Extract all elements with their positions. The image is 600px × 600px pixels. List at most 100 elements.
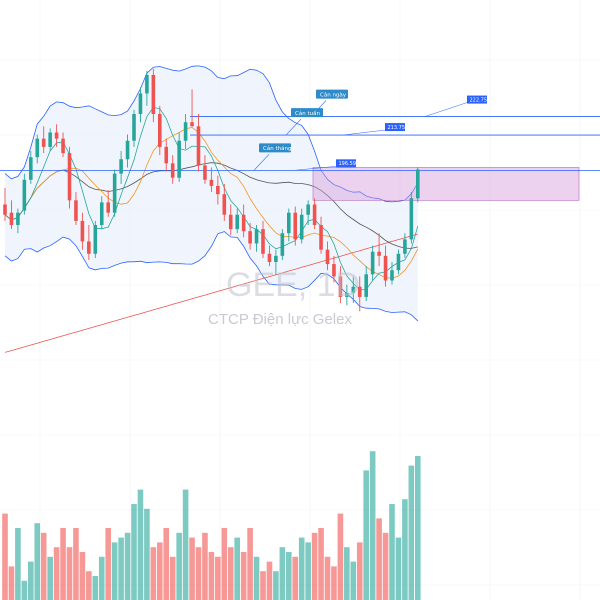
price-tag [467,95,487,104]
bollinger-lower-line [4,231,419,322]
candle [351,276,356,304]
candle [299,208,304,244]
candle [170,155,175,184]
candles [3,68,420,312]
price-tag [385,123,405,132]
volume-bar [163,528,170,600]
candle [190,89,194,127]
label-pointer [253,154,270,171]
resistance-label: Cản tuần [295,109,320,117]
candle [177,132,181,182]
volume-bar [131,504,137,600]
volume-bar [369,451,376,600]
ma-short-line [4,106,419,291]
ma-long-line [4,162,418,249]
candle [338,266,343,304]
volume-bar [182,489,189,600]
candle [119,151,123,184]
candle [409,192,414,244]
candle [158,105,162,156]
volume-bar [66,547,73,600]
volume-bar [21,580,28,600]
candle [209,167,214,193]
volume-bar [292,556,299,600]
candle [235,208,239,234]
candle [241,204,246,238]
volume-bar [208,552,215,600]
candle [370,245,375,281]
candle [48,128,52,151]
candle [112,169,117,217]
candle [87,225,91,260]
watermark-ticker: GEE, 1D [226,266,360,304]
volume-bar [415,456,421,600]
volume-bar [105,528,111,600]
volume-bar [28,561,34,600]
volume-bar [157,542,163,600]
candle [216,175,220,205]
volume-bar [273,571,279,600]
volume-bar [298,537,305,600]
price-tag-value: 213.75 [388,125,406,131]
candle [383,245,388,287]
volume-bar [344,547,350,600]
volume-bar [221,528,228,600]
volume-bar [279,547,286,600]
tag-pointer [293,166,337,171]
price-zone [312,167,580,201]
candle [93,220,98,258]
volume-bar [195,547,202,600]
candle [267,245,272,267]
volume-bar [389,504,395,600]
volume-bar [53,547,60,600]
volume-bar [356,542,363,600]
candle [228,204,233,236]
candle [274,249,278,275]
candle [364,266,368,302]
candle [138,87,143,123]
candle [261,220,265,258]
volume-bar [382,532,389,600]
candle [254,225,259,252]
volume-bar [402,499,408,600]
candle [196,114,201,172]
ma-200-line [4,233,418,353]
ma-mid-line [4,126,419,279]
candle [132,109,136,147]
candle [29,151,33,184]
candle [416,167,420,203]
resistance-label-box [316,89,348,99]
candle [3,188,7,221]
volume-bar [15,528,21,600]
resistance-label: Cản ngày [320,91,347,98]
volume-bar [395,537,402,600]
price-tag-value: 222.75 [470,97,488,103]
candle [67,146,72,209]
volume-bar [408,465,415,600]
volume-bar [176,532,182,600]
candle [203,155,207,184]
volume-bar [73,528,79,600]
candle [61,132,65,158]
bollinger-band-fill [5,65,418,321]
volume-bar [376,518,382,600]
candle [325,241,330,271]
volume-bar [150,547,157,600]
candle [357,276,362,312]
candle [106,190,110,217]
candle [16,208,20,234]
resistance-lines: Cản ngày 222.75 Cản tuần 213.75 Cản tháng 196… [0,89,600,171]
volume-bar [260,571,266,600]
volume-bar [266,561,273,600]
candle [345,284,349,306]
volume-bar [240,552,247,600]
volume-bar [215,556,221,600]
volume-bar [34,523,41,600]
candle [145,70,149,106]
candle [54,124,59,147]
volume-bar [2,513,8,600]
volume-bar [350,561,357,600]
resistance-label-box [259,143,291,153]
price-tag [336,159,356,168]
